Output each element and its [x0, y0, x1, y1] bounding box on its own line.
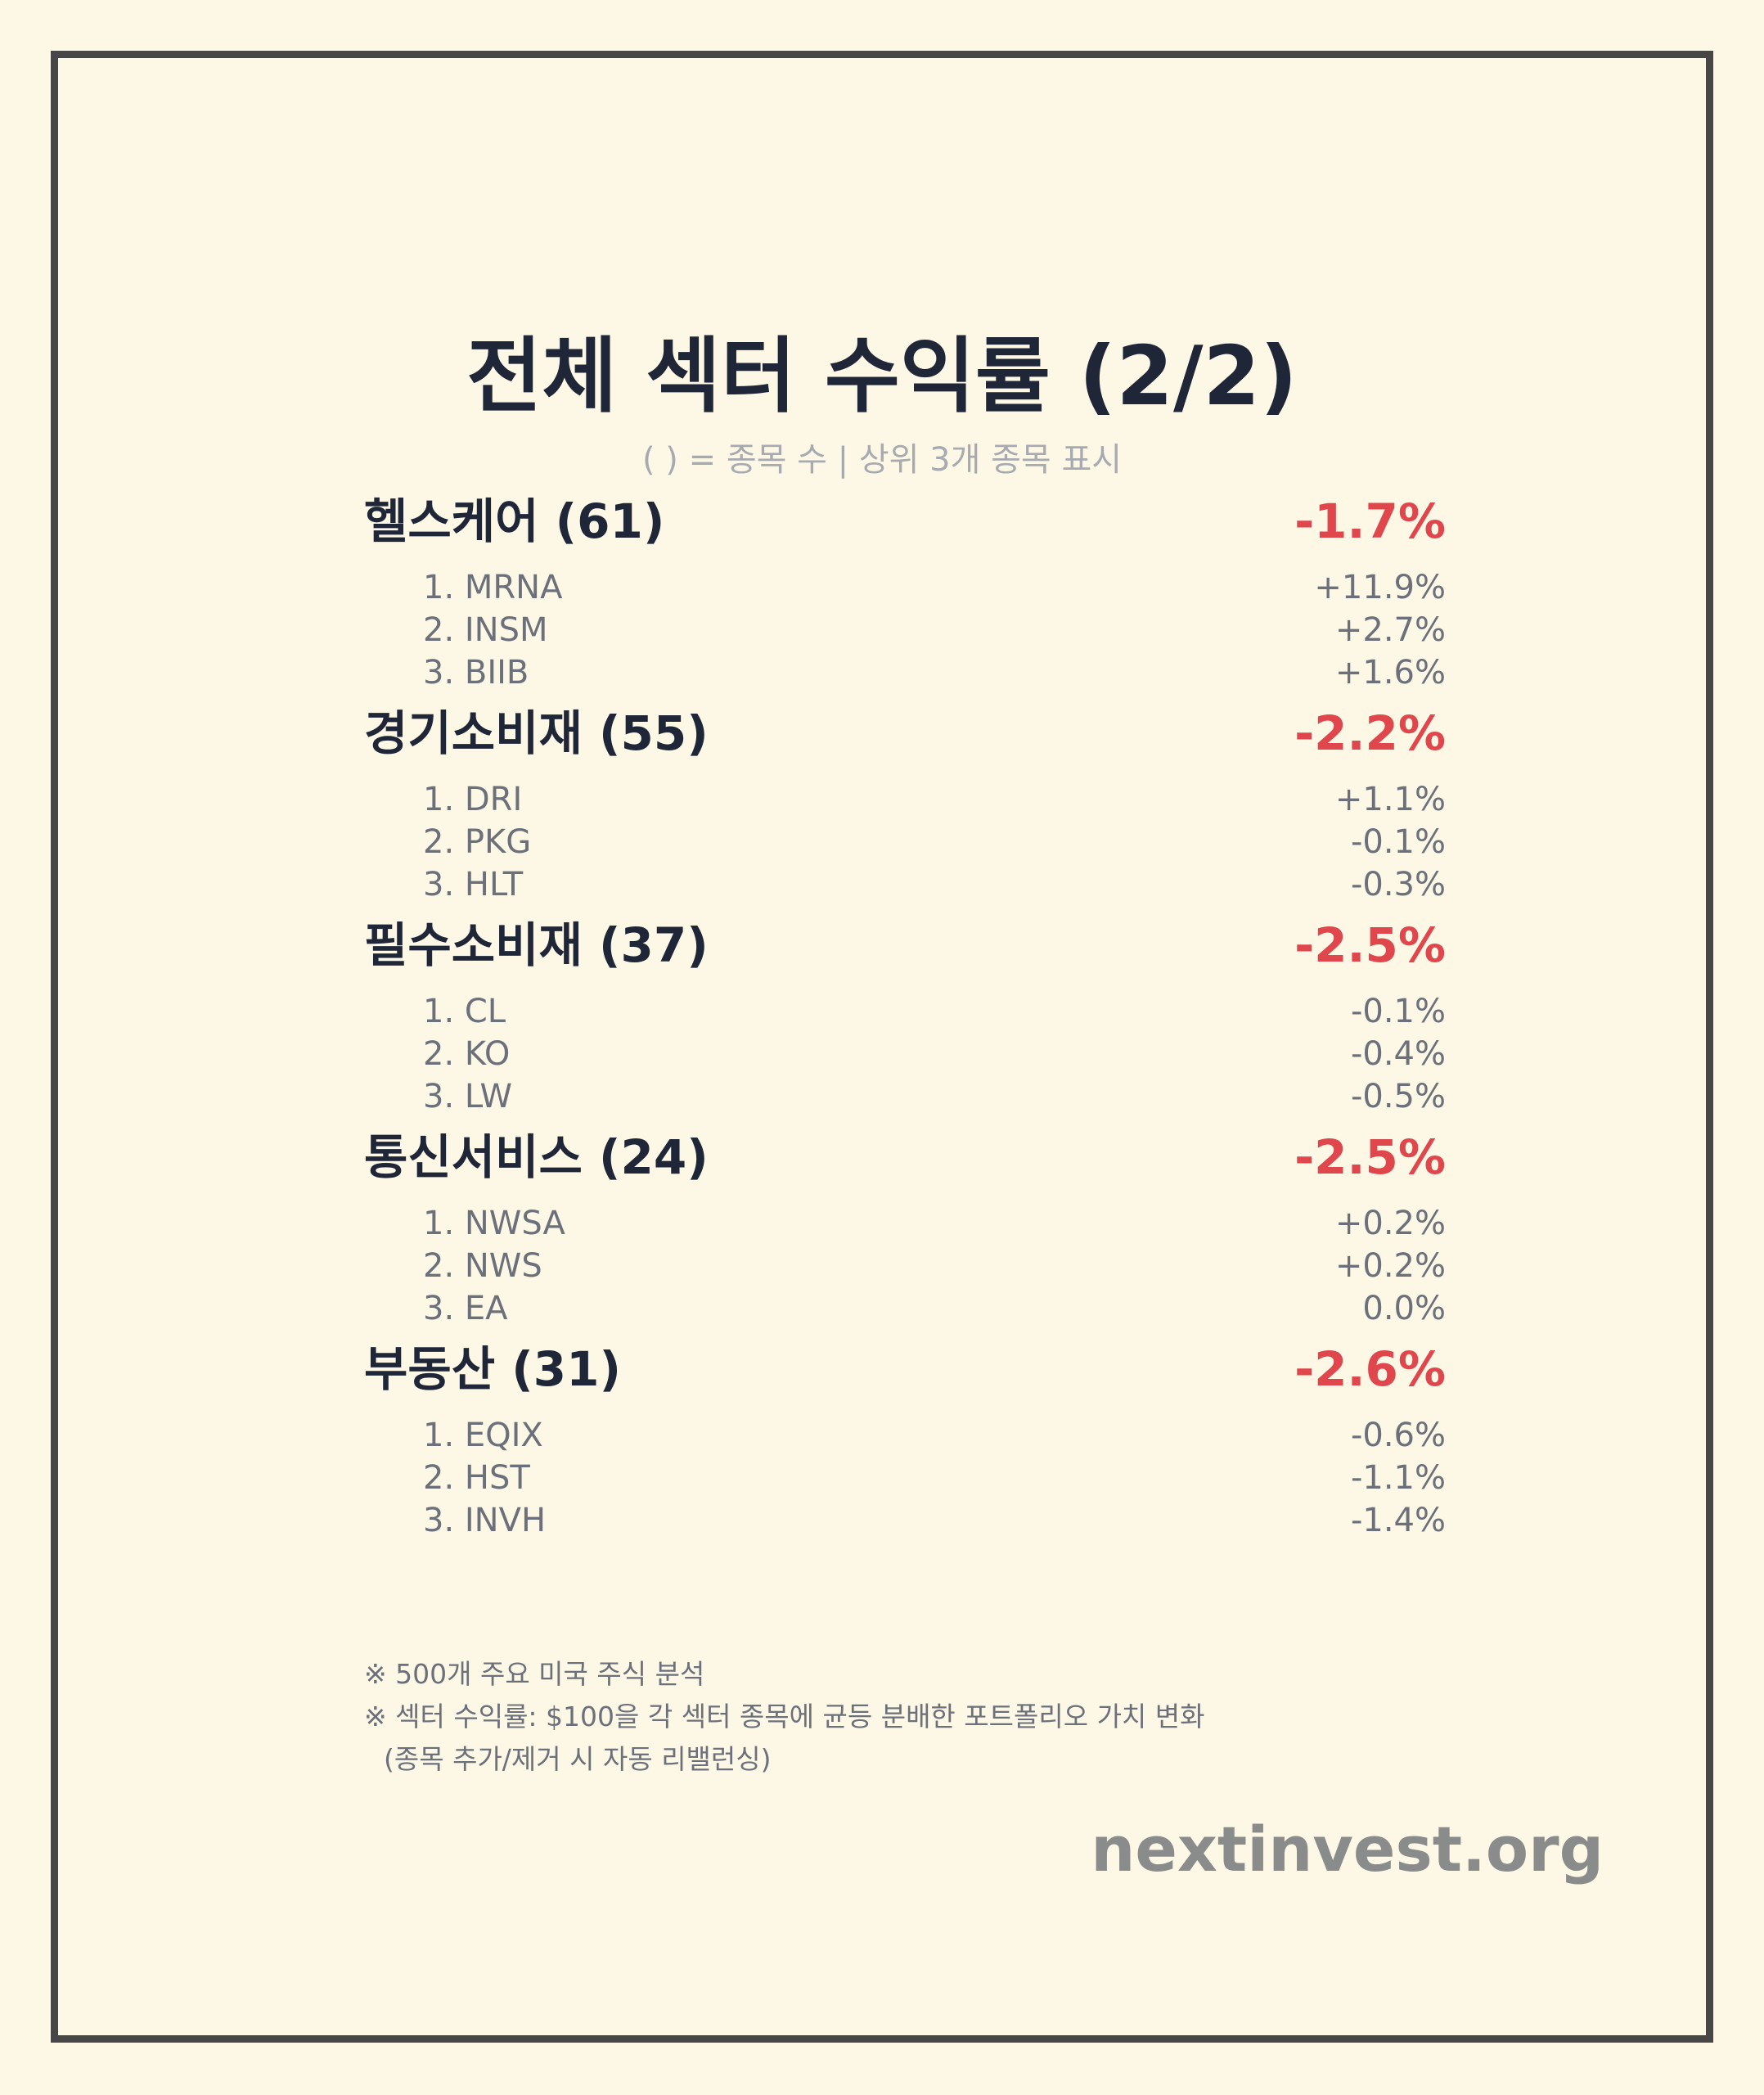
sector-header: 필수소비재 (37) -2.5% — [364, 915, 1446, 990]
footnote-rebalance: (종목 추가/제거 시 자동 리밸런싱) — [384, 1743, 772, 1775]
stock-list: 1. NWSA +0.2% 2. NWS +0.2% 3. EA 0.0% — [364, 1202, 1446, 1330]
sector-block: 통신서비스 (24) -2.5% 1. NWSA +0.2% 2. NWS +0… — [364, 1127, 1446, 1339]
stock-list: 1. CL -0.1% 2. KO -0.4% 3. LW -0.5% — [364, 990, 1446, 1118]
sector-name: 부동산 (31) — [364, 1341, 622, 1397]
stock-name: 2. KO — [423, 1035, 511, 1073]
stock-row: 3. HLT -0.3% — [364, 863, 1446, 906]
stock-return: -0.1% — [1350, 993, 1446, 1030]
stock-row: 3. INVH -1.4% — [364, 1499, 1446, 1542]
sector-block: 부동산 (31) -2.6% 1. EQIX -0.6% 2. HST -1.1… — [364, 1339, 1446, 1551]
stock-name: 3. HLT — [423, 866, 524, 903]
stock-name: 2. NWS — [423, 1247, 542, 1285]
sector-header: 부동산 (31) -2.6% — [364, 1339, 1446, 1414]
brand-watermark: nextinvest.org — [1091, 1813, 1604, 1886]
sector-return: -2.6% — [1294, 1341, 1446, 1397]
stock-return: -0.5% — [1350, 1078, 1446, 1115]
footnote-method: ※ 섹터 수익률: $100을 각 섹터 종목에 균등 분배한 포트폴리오 가치… — [364, 1701, 1205, 1732]
sector-header: 헬스케어 (61) -1.7% — [364, 491, 1446, 566]
stock-return: +2.7% — [1334, 611, 1446, 649]
stock-return: -0.4% — [1350, 1035, 1446, 1073]
footnote-coverage: ※ 500개 주요 미국 주식 분석 — [364, 1658, 705, 1690]
sector-return: -1.7% — [1294, 493, 1446, 549]
sector-name: 경기소비재 (55) — [364, 705, 709, 761]
stock-row: 2. NWS +0.2% — [364, 1245, 1446, 1287]
stock-return: -0.1% — [1350, 823, 1446, 861]
stock-return: -0.3% — [1350, 866, 1446, 903]
stock-row: 3. BIIB +1.6% — [364, 651, 1446, 694]
page-subtitle: ( ) = 종목 수 | 상위 3개 종목 표시 — [641, 441, 1123, 479]
stock-return: +11.9% — [1314, 569, 1446, 606]
sector-name: 통신서비스 (24) — [364, 1129, 709, 1185]
sector-block: 헬스케어 (61) -1.7% 1. MRNA +11.9% 2. INSM +… — [364, 491, 1446, 703]
sector-header: 통신서비스 (24) -2.5% — [364, 1127, 1446, 1202]
stock-row: 1. DRI +1.1% — [364, 778, 1446, 821]
stock-name: 1. MRNA — [423, 569, 563, 606]
sector-name: 필수소비재 (37) — [364, 917, 709, 973]
stock-return: -0.6% — [1350, 1417, 1446, 1454]
stock-list: 1. DRI +1.1% 2. PKG -0.1% 3. HLT -0.3% — [364, 778, 1446, 906]
stock-row: 1. CL -0.1% — [364, 990, 1446, 1033]
stock-name: 3. EA — [423, 1290, 508, 1327]
card-frame — [51, 51, 1713, 2043]
stock-list: 1. EQIX -0.6% 2. HST -1.1% 3. INVH -1.4% — [364, 1414, 1446, 1542]
stock-name: 2. INSM — [423, 611, 548, 649]
sector-name: 헬스케어 (61) — [364, 493, 665, 549]
stock-name: 1. NWSA — [423, 1205, 565, 1242]
stock-row: 2. PKG -0.1% — [364, 821, 1446, 863]
stock-row: 3. LW -0.5% — [364, 1075, 1446, 1118]
stock-name: 1. DRI — [423, 781, 523, 818]
stock-name: 1. EQIX — [423, 1417, 543, 1454]
stock-row: 3. EA 0.0% — [364, 1287, 1446, 1330]
sector-header: 경기소비재 (55) -2.2% — [364, 703, 1446, 778]
page-title: 전체 섹터 수익률 (2/2) — [466, 328, 1298, 424]
stock-list: 1. MRNA +11.9% 2. INSM +2.7% 3. BIIB +1.… — [364, 566, 1446, 694]
stock-return: +1.1% — [1334, 781, 1446, 818]
stock-return: -1.1% — [1350, 1459, 1446, 1497]
stock-name: 2. HST — [423, 1459, 530, 1497]
footnotes: ※ 500개 주요 미국 주식 분석 ※ 섹터 수익률: $100을 각 섹터 … — [364, 1653, 1591, 1781]
stock-row: 2. INSM +2.7% — [364, 609, 1446, 651]
sector-return: -2.5% — [1294, 917, 1446, 973]
stock-row: 2. KO -0.4% — [364, 1033, 1446, 1075]
stock-return: +0.2% — [1334, 1205, 1446, 1242]
stock-name: 3. INVH — [423, 1502, 547, 1539]
sector-block: 경기소비재 (55) -2.2% 1. DRI +1.1% 2. PKG -0.… — [364, 703, 1446, 915]
stock-name: 2. PKG — [423, 823, 532, 861]
stock-row: 1. EQIX -0.6% — [364, 1414, 1446, 1457]
stock-name: 1. CL — [423, 993, 506, 1030]
stock-name: 3. LW — [423, 1078, 513, 1115]
stock-return: +1.6% — [1334, 654, 1446, 692]
stock-row: 2. HST -1.1% — [364, 1457, 1446, 1499]
sector-return: -2.2% — [1294, 705, 1446, 761]
stock-return: 0.0% — [1362, 1290, 1446, 1327]
sector-block: 필수소비재 (37) -2.5% 1. CL -0.1% 2. KO -0.4%… — [364, 915, 1446, 1127]
stock-row: 1. MRNA +11.9% — [364, 566, 1446, 609]
stock-name: 3. BIIB — [423, 654, 529, 692]
stock-return: +0.2% — [1334, 1247, 1446, 1285]
stock-row: 1. NWSA +0.2% — [364, 1202, 1446, 1245]
sector-return: -2.5% — [1294, 1129, 1446, 1185]
stock-return: -1.4% — [1350, 1502, 1446, 1539]
sector-list: 헬스케어 (61) -1.7% 1. MRNA +11.9% 2. INSM +… — [364, 491, 1446, 1551]
